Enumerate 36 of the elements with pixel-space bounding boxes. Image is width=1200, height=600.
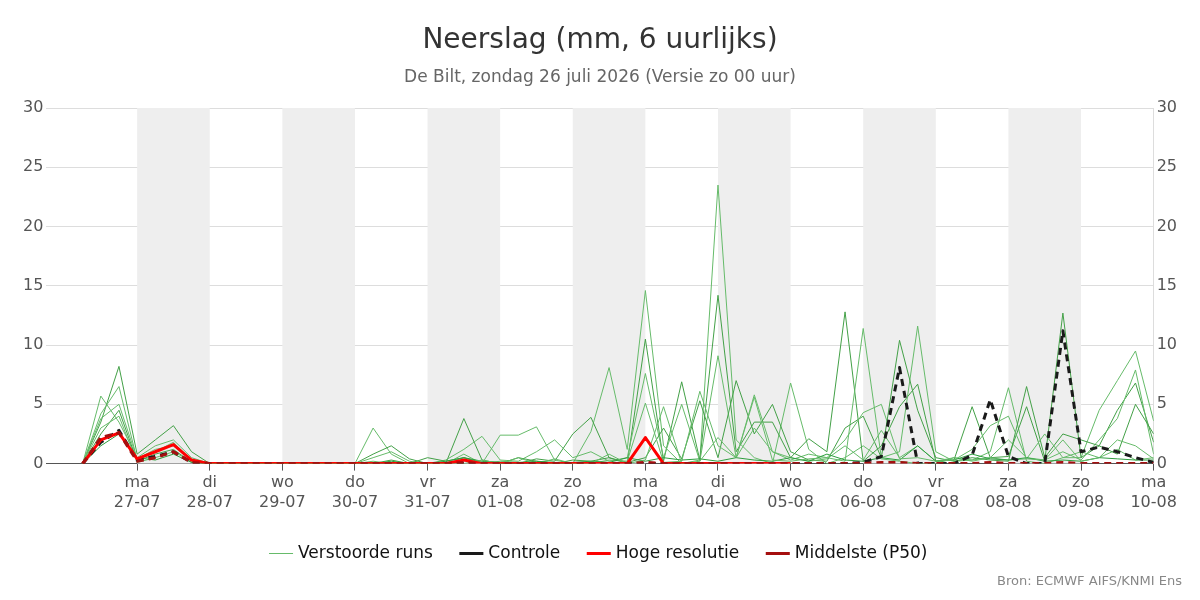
x-tick-label: ma 27-07 [113,472,161,511]
x-tick-label: do 30-07 [331,472,379,511]
y2-tick-label: 10 [1156,334,1177,354]
x-tick-label: za 08-08 [985,472,1032,511]
x-tick-label: vr 07-08 [912,472,960,511]
chart-title: Neerslag (mm, 6 uurlijks) [422,22,778,56]
y2-tick-label: 30 [1156,97,1177,117]
y2-tick-label: 0 [1156,452,1167,472]
y-tick-label: 10 [23,334,44,354]
y2-tick-label: 25 [1156,156,1177,176]
y-tick-label: 20 [23,215,44,235]
y-tick-label: 30 [23,97,44,117]
x-tick-label: za 01-08 [476,472,524,511]
x-tick-label: wo 29-07 [259,472,306,511]
y2-tick-label: 20 [1156,215,1177,235]
legend-label: Middelste (P50) [794,541,928,562]
y-tick-label: 5 [33,393,44,413]
chart-subtitle: De Bilt, zondag 26 juli 2026 (Versie zo 00 uur) [404,66,796,87]
legend-label: Verstoorde runs [298,541,433,562]
y-tick-label: 25 [23,156,44,176]
x-tick-label: di 04-08 [694,472,742,511]
legend-label: Controle [488,541,561,562]
y2-tick-label: 5 [1156,393,1167,413]
x-tick-label: ma 10-08 [1130,472,1177,511]
x-tick-label: di 28-07 [186,472,233,511]
x-tick-label: do 06-08 [839,472,887,511]
y2-tick-label: 15 [1156,274,1177,294]
x-tick-label: zo 02-08 [549,472,597,511]
x-tick-label: zo 09-08 [1057,472,1105,511]
legend-label: Hoge resolutie [615,541,740,562]
y-tick-label: 0 [33,452,44,472]
text: Bron: ECMWF AIFS/KNMI Ens [997,573,1182,588]
y-tick-label: 15 [23,274,44,294]
x-tick-label: ma 03-08 [622,472,669,511]
x-tick-label: wo 05-08 [767,472,814,511]
x-tick-label: vr 31-07 [404,472,451,511]
